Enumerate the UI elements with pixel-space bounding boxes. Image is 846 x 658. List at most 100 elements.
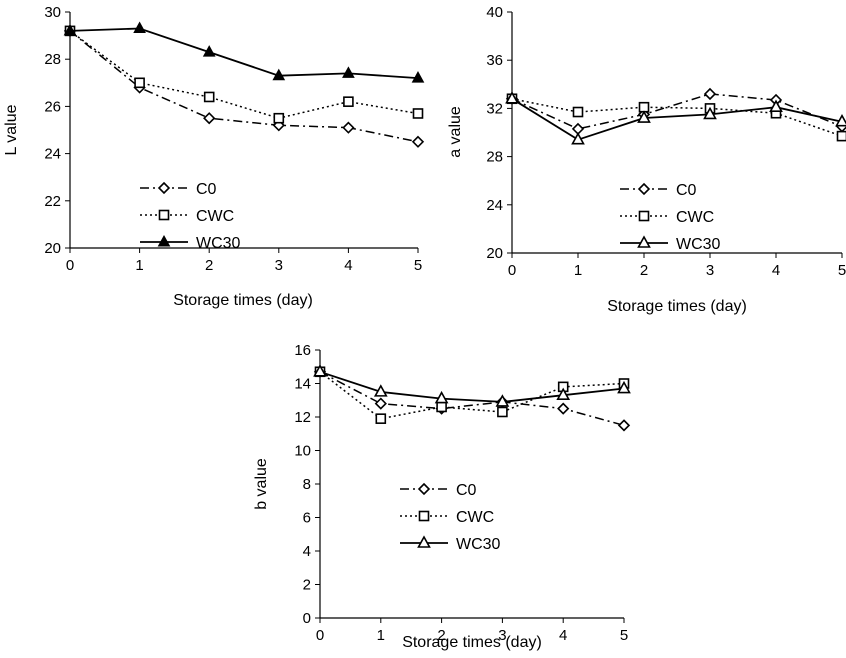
x-axis-label: Storage times (day) [607, 298, 747, 315]
y-axis-label: L value [3, 104, 20, 155]
x-tick-label: 4 [772, 262, 780, 279]
series-wc30 [505, 91, 846, 145]
y-axis-label: b value [253, 458, 270, 510]
y-tick-label: 32 [486, 100, 503, 117]
y-tick-label: 36 [486, 52, 503, 69]
legend-label: CWC [196, 208, 234, 225]
legend-marker [637, 182, 651, 196]
series-cwc [314, 366, 630, 424]
data-point [505, 91, 519, 104]
data-point [63, 23, 77, 36]
data-point [272, 68, 286, 81]
legend-label: CWC [456, 509, 494, 526]
data-point [703, 106, 717, 120]
y-tick-label: 20 [44, 240, 61, 257]
x-tick-label: 2 [437, 627, 445, 644]
y-tick-label: 24 [486, 197, 503, 214]
series-line [511, 93, 843, 130]
x-tick-label: 0 [316, 627, 324, 644]
data-point [436, 401, 447, 413]
x-tick-label: 2 [205, 257, 213, 274]
x-tick-label: 4 [344, 257, 352, 274]
data-point [343, 96, 354, 107]
series-line [319, 371, 625, 420]
y-tick-label: 14 [294, 376, 311, 393]
series-line [69, 27, 419, 79]
legend-marker [417, 482, 431, 496]
legend-marker [418, 510, 430, 522]
data-point [374, 397, 387, 410]
series-c0 [63, 24, 425, 148]
x-tick-label: 2 [640, 262, 648, 279]
data-point [373, 384, 388, 397]
y-tick-label: 22 [44, 193, 61, 210]
legend-marker [157, 181, 171, 195]
data-point [703, 87, 717, 101]
data-point [411, 135, 425, 148]
x-axis-label: Storage times (day) [173, 292, 313, 309]
data-point [557, 402, 570, 415]
data-point [571, 132, 585, 145]
x-tick-label: 0 [508, 262, 516, 279]
data-point [836, 130, 846, 142]
y-tick-label: 12 [294, 409, 311, 426]
series-line [511, 98, 843, 137]
data-point [637, 110, 651, 123]
y-tick-label: 40 [486, 4, 503, 21]
x-axis-label: Storage times (day) [402, 634, 542, 651]
data-point [497, 406, 508, 418]
y-axis-label: a value [447, 106, 464, 158]
data-point [313, 364, 327, 377]
legend-label: WC30 [196, 235, 241, 252]
data-point [556, 387, 571, 401]
x-tick-label: 1 [574, 262, 582, 279]
y-tick-label: 2 [303, 577, 311, 594]
x-tick-label: 1 [135, 257, 143, 274]
y-tick-label: 28 [44, 51, 61, 68]
legend-label: C0 [456, 482, 477, 499]
legend-label: CWC [676, 209, 714, 226]
legend-marker [417, 535, 431, 548]
data-point [638, 101, 650, 113]
x-tick-label: 3 [498, 627, 506, 644]
legend-marker [638, 210, 650, 222]
y-tick-label: 26 [44, 98, 61, 115]
y-tick-label: 8 [303, 476, 311, 493]
chart-panel-1: 20 22 24 26 28 30 0 1 2 3 4 5 Storage times (day) L v… [3, 4, 425, 309]
legend-marker [637, 235, 651, 248]
x-tick-label: 3 [275, 257, 283, 274]
legend-marker [158, 209, 170, 221]
legend-label: WC30 [676, 236, 721, 253]
y-tick-label: 24 [44, 146, 61, 163]
y-tick-label: 4 [303, 543, 311, 560]
series-c0 [313, 365, 631, 432]
data-point [572, 106, 584, 118]
y-tick-label: 28 [486, 149, 503, 166]
data-point [434, 390, 449, 404]
series-line [319, 371, 625, 427]
data-point [133, 21, 146, 34]
y-tick-label: 10 [294, 443, 311, 460]
legend-label: C0 [676, 182, 697, 199]
x-tick-label: 5 [838, 262, 846, 279]
legend-label: WC30 [456, 536, 501, 553]
legend-marker [157, 234, 171, 247]
y-tick-label: 0 [303, 610, 311, 627]
data-point [835, 113, 846, 127]
data-point [375, 413, 387, 424]
series-line [511, 98, 843, 141]
x-tick-label: 3 [706, 262, 714, 279]
series-line [319, 370, 625, 403]
data-point [134, 77, 145, 89]
data-point [617, 380, 631, 394]
chart-panel-2: 20 24 28 32 36 40 0 1 2 3 4 5 Storage times (day) a v… [447, 4, 846, 315]
x-tick-label: 4 [559, 627, 567, 644]
x-tick-label: 5 [620, 627, 628, 644]
data-point [203, 91, 215, 103]
legend-label: C0 [196, 181, 217, 198]
y-tick-label: 16 [294, 342, 311, 359]
y-tick-label: 30 [44, 4, 61, 21]
x-tick-label: 0 [66, 257, 74, 274]
